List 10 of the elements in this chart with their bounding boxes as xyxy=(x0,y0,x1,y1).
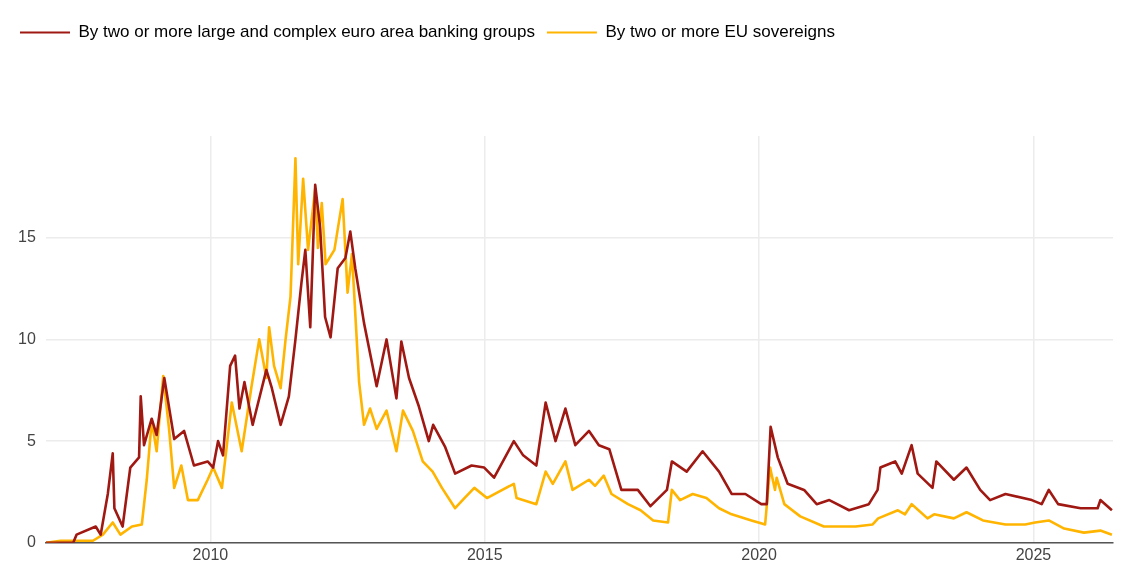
x-tick-label: 2025 xyxy=(1015,545,1052,563)
y-tick-label: 15 xyxy=(18,228,36,246)
legend-label: By two or more large and complex euro area banking groups xyxy=(78,22,535,42)
y-tick-label: 10 xyxy=(18,329,36,347)
legend-label: By two or more EU sovereigns xyxy=(605,22,836,42)
x-tick-label: 2010 xyxy=(192,545,229,563)
x-tick-label: 2020 xyxy=(741,545,777,563)
y-tick-label: 5 xyxy=(26,431,36,449)
y-tick-label: 0 xyxy=(26,533,36,551)
x-tick-label: 2015 xyxy=(466,545,503,563)
